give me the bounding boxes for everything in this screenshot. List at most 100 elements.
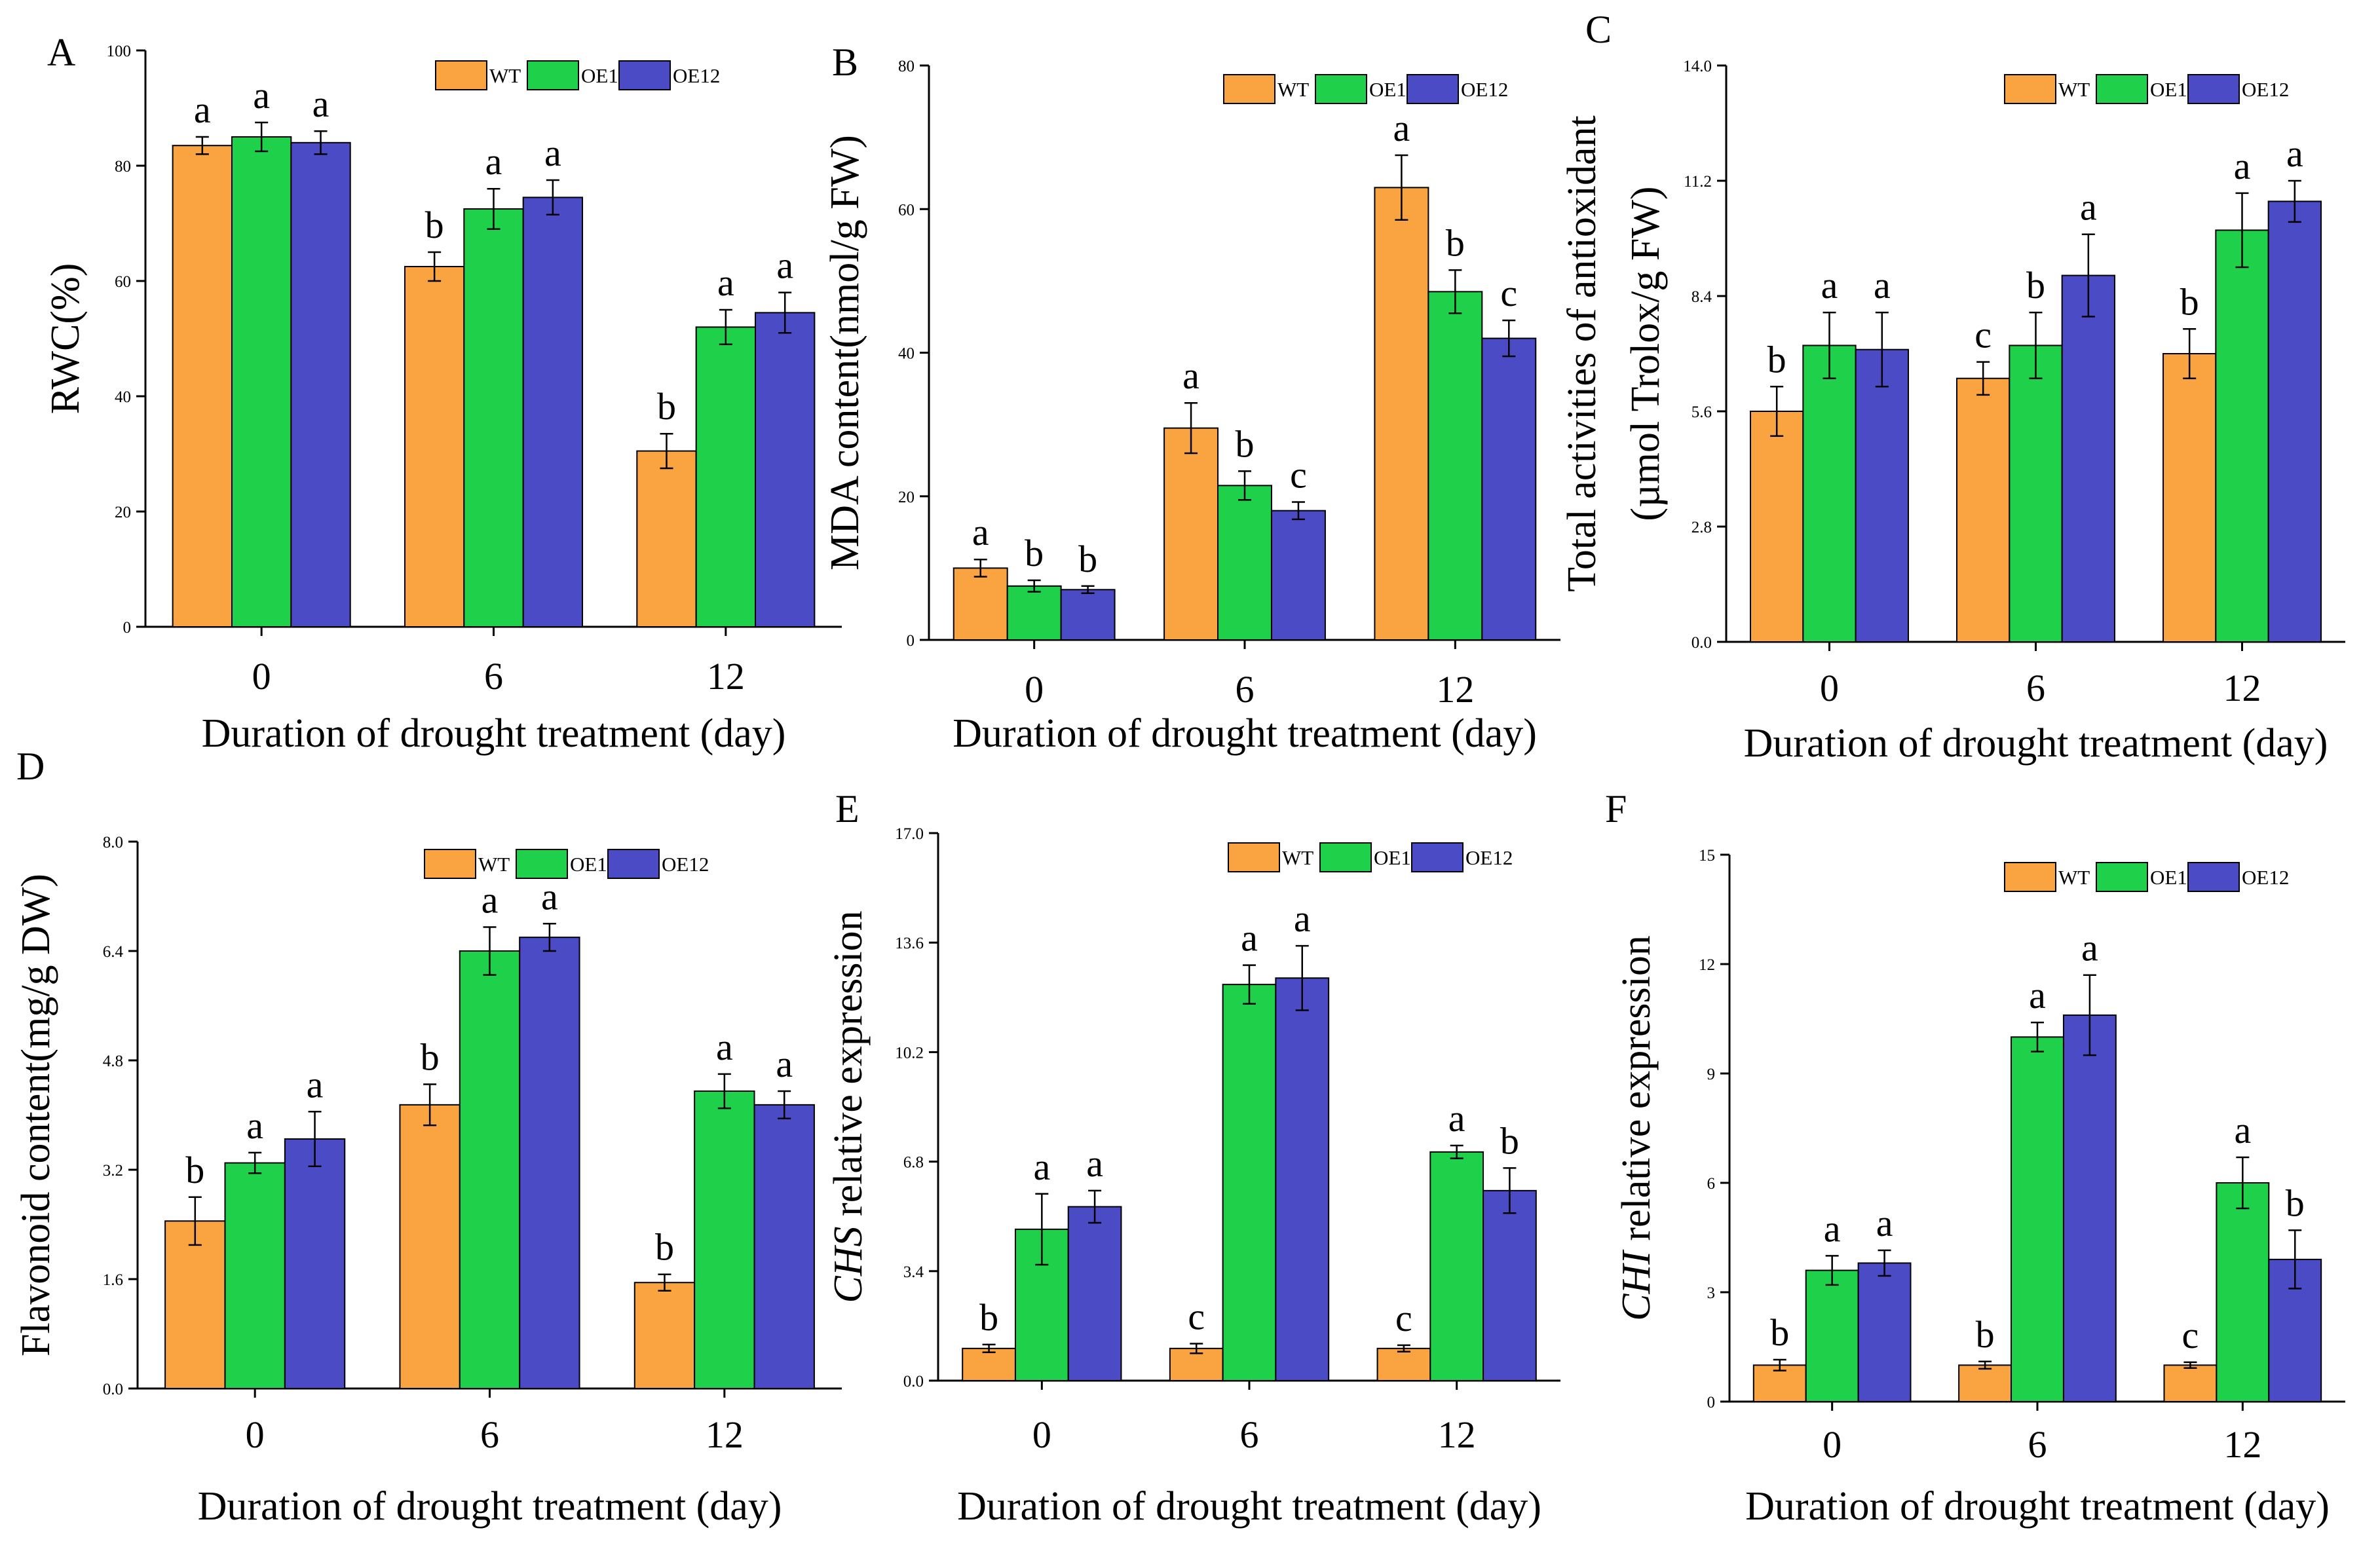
- bar-wt-day-12: [1374, 187, 1429, 641]
- significance-label: b: [1976, 1313, 1995, 1356]
- bar-oe1-day-0: [231, 136, 292, 627]
- panel-letter: E: [835, 787, 859, 830]
- significance-label: a: [972, 511, 989, 553]
- bar-oe12-day-0: [1857, 1262, 1912, 1403]
- significance-label: b: [1767, 338, 1786, 381]
- x-tick-label: 0: [1025, 668, 1044, 711]
- significance-label: b: [1770, 1311, 1789, 1354]
- bar-wt-day-12: [636, 450, 697, 627]
- bar-oe1-day-6: [2009, 345, 2063, 643]
- x-axis-label: Duration of drought treatment (day): [957, 1484, 1541, 1529]
- panel-letter: F: [1605, 787, 1627, 830]
- bar-oe1-day-12: [695, 326, 757, 627]
- significance-label: a: [717, 261, 734, 304]
- significance-label: a: [2029, 974, 2046, 1016]
- legend-swatch-oe12: [1411, 842, 1464, 872]
- significance-label: a: [312, 83, 330, 125]
- legend-label-wt: WT: [1282, 846, 1313, 869]
- y-tick-label: 8.0: [103, 834, 123, 851]
- legend-swatch-oe1: [1319, 842, 1372, 872]
- y-axis-label-gene: CHS: [826, 1226, 871, 1303]
- significance-label: b: [979, 1296, 998, 1339]
- legend-swatch-oe12: [618, 60, 671, 90]
- legend-label-oe1: OE1: [2150, 78, 2187, 101]
- bar-oe1-day-6: [2011, 1036, 2064, 1403]
- bar-wt-day-0: [172, 145, 233, 627]
- bar-wt-day-12: [2163, 353, 2217, 643]
- y-tick-label: 3.2: [103, 1162, 123, 1180]
- legend: WT OE1 OE12: [2004, 74, 2289, 104]
- y-tick-label: 5.6: [1691, 403, 1712, 421]
- legend-label-oe12: OE12: [673, 64, 720, 87]
- significance-label: b: [1025, 532, 1044, 574]
- significance-label: c: [1188, 1295, 1205, 1337]
- bar-wt-day-6: [399, 1104, 461, 1389]
- legend-swatch-oe1: [1315, 74, 1367, 104]
- bar-wt-day-6: [1956, 377, 2011, 643]
- y-tick-label: 60: [898, 201, 915, 219]
- y-tick-label: 0.0: [1691, 634, 1712, 652]
- legend-swatch-oe12: [1407, 74, 1459, 104]
- bar-oe12-day-0: [1855, 348, 1909, 643]
- y-axis-label: Flavonoid content(mg/g DW): [14, 874, 58, 1356]
- bar-oe12-day-12: [1483, 1189, 1537, 1381]
- legend: WT OE1 OE12: [2004, 862, 2289, 892]
- y-tick-label: 0: [1707, 1394, 1716, 1411]
- significance-label: a: [1033, 1146, 1050, 1188]
- significance-label: b: [185, 1149, 204, 1191]
- legend-swatch-oe1: [527, 60, 579, 90]
- bar-wt-day-0: [164, 1220, 226, 1389]
- significance-label: b: [1078, 538, 1097, 580]
- y-tick-label: 0: [907, 632, 915, 650]
- significance-label: a: [1876, 1202, 1893, 1244]
- significance-label: a: [2234, 145, 2251, 187]
- legend-swatch-wt: [2004, 862, 2056, 892]
- x-tick-label: 12: [707, 655, 745, 698]
- legend-label-oe12: OE12: [662, 853, 709, 876]
- panel-letter: B: [832, 41, 858, 84]
- y-tick-label: 0: [123, 619, 132, 637]
- significance-label: a: [776, 1043, 793, 1085]
- legend: WT OE1 OE12: [435, 60, 720, 90]
- legend-swatch-oe1: [516, 849, 568, 879]
- bar-wt-day-12: [633, 1282, 696, 1389]
- bar-wt-day-0: [953, 567, 1008, 641]
- significance-label: a: [246, 1104, 263, 1147]
- y-axis-label-rest: relative expression: [826, 910, 871, 1226]
- y-tick-label: 14.0: [1683, 58, 1712, 75]
- x-tick-label: 0: [1032, 1413, 1051, 1456]
- bar-wt-day-6: [1958, 1364, 2012, 1402]
- significance-label: c: [1500, 272, 1517, 314]
- bar-wt-day-6: [404, 266, 465, 627]
- y-tick-label: 6.8: [903, 1154, 924, 1172]
- y-tick-label: 13.6: [895, 935, 924, 952]
- significance-label: b: [421, 1036, 440, 1079]
- bar-oe1-day-12: [2215, 229, 2269, 643]
- legend-swatch-wt: [1223, 74, 1275, 104]
- x-axis-label: Duration of drought treatment (day): [198, 1484, 782, 1529]
- y-axis-label: RWC(%): [43, 263, 88, 415]
- x-tick-label: 6: [484, 655, 503, 698]
- x-tick-label: 0: [1820, 667, 1839, 709]
- bar-oe1-day-6: [463, 208, 524, 627]
- x-tick-label: 6: [2028, 1423, 2047, 1466]
- y-tick-label: 3.4: [903, 1263, 924, 1281]
- bar-oe1-day-12: [694, 1090, 755, 1389]
- legend-label-oe12: OE12: [1461, 78, 1508, 101]
- bar-oe1-day-12: [2216, 1182, 2270, 1402]
- bar-oe12-day-6: [522, 196, 584, 627]
- y-axis-label-gene: CHI: [1614, 1249, 1659, 1321]
- y-tick-label: 2.8: [1691, 519, 1712, 536]
- y-tick-label: 4.8: [103, 1053, 123, 1070]
- x-axis-label: Duration of drought treatment (day): [202, 711, 786, 756]
- significance-label: a: [253, 74, 270, 117]
- x-axis-label: Duration of drought treatment (day): [1745, 1484, 2330, 1529]
- significance-label: b: [2026, 264, 2045, 307]
- bar-wt-day-6: [1163, 427, 1219, 641]
- bar-wt-day-0: [962, 1347, 1016, 1381]
